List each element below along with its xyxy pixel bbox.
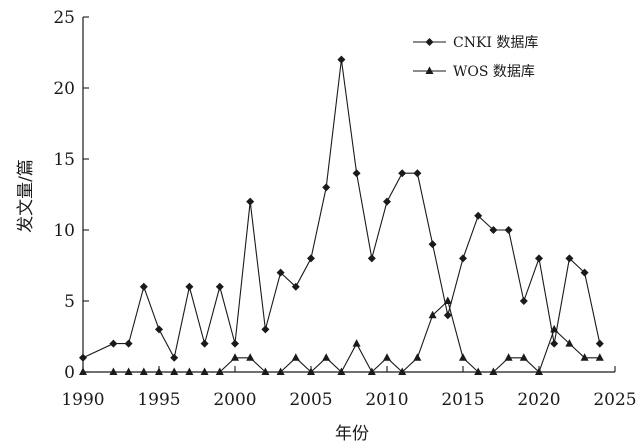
data-point-triangle bbox=[139, 367, 148, 375]
data-point-triangle bbox=[124, 367, 133, 375]
data-point-triangle bbox=[231, 353, 239, 361]
x-tick-label: 2015 bbox=[441, 390, 484, 410]
x-tick-label: 2005 bbox=[289, 390, 332, 410]
data-point-triangle bbox=[489, 367, 498, 375]
data-point-diamond bbox=[155, 325, 163, 334]
data-point-triangle bbox=[504, 353, 513, 361]
data-point-triangle bbox=[398, 367, 407, 375]
x-tick-label: 1995 bbox=[137, 390, 180, 410]
data-point-diamond bbox=[398, 169, 407, 178]
data-point-triangle bbox=[580, 353, 589, 361]
data-point-diamond bbox=[200, 339, 209, 348]
data-point-diamond bbox=[185, 282, 194, 291]
x-tick-label: 2025 bbox=[593, 390, 636, 410]
data-point-triangle bbox=[459, 353, 467, 361]
y-tick-label: 5 bbox=[64, 292, 75, 312]
data-point-diamond bbox=[246, 197, 255, 206]
x-tick-label: 2020 bbox=[517, 390, 560, 410]
data-point-triangle bbox=[565, 339, 574, 347]
data-point-triangle bbox=[595, 353, 604, 361]
data-point-triangle bbox=[307, 367, 315, 375]
data-point-triangle bbox=[413, 353, 422, 361]
legend-item-cnki: CNKI 数据库 bbox=[413, 35, 538, 51]
data-point-triangle bbox=[519, 353, 528, 361]
data-point-diamond bbox=[261, 325, 270, 334]
y-tick-label: 0 bbox=[64, 363, 75, 383]
legend-item-wos: WOS 数据库 bbox=[413, 64, 535, 80]
legend-label-wos: WOS 数据库 bbox=[453, 64, 535, 80]
data-point-diamond bbox=[489, 226, 498, 234]
data-point-triangle bbox=[367, 367, 376, 375]
data-point-diamond bbox=[565, 254, 574, 263]
data-point-triangle bbox=[215, 367, 224, 375]
data-point-diamond bbox=[215, 282, 224, 291]
series-line-wos bbox=[83, 299, 600, 373]
y-tick-label: 20 bbox=[53, 79, 75, 99]
data-point-diamond bbox=[474, 211, 483, 220]
data-point-triangle bbox=[155, 367, 163, 375]
data-point-triangle bbox=[291, 353, 300, 361]
data-point-diamond bbox=[337, 55, 346, 64]
data-point-triangle bbox=[474, 367, 483, 375]
y-tick-label: 15 bbox=[53, 150, 75, 170]
data-point-diamond bbox=[352, 169, 361, 178]
data-point-triangle bbox=[443, 296, 452, 304]
legend-label-cnki: CNKI 数据库 bbox=[453, 35, 538, 51]
data-point-diamond bbox=[428, 240, 437, 249]
series-cnki bbox=[79, 55, 604, 362]
data-point-diamond bbox=[307, 254, 315, 263]
data-point-diamond bbox=[595, 339, 604, 348]
data-point-diamond bbox=[124, 339, 133, 348]
data-point-diamond bbox=[139, 282, 148, 291]
data-point-triangle bbox=[276, 367, 285, 375]
data-point-triangle bbox=[170, 367, 179, 375]
data-point-triangle bbox=[337, 367, 346, 375]
series-wos bbox=[79, 296, 604, 375]
data-point-triangle bbox=[200, 367, 209, 375]
y-axis-title: 发文量/篇 bbox=[16, 159, 36, 233]
data-point-diamond bbox=[276, 268, 285, 277]
data-point-diamond bbox=[322, 183, 331, 192]
y-tick-label: 10 bbox=[53, 221, 75, 241]
legend: CNKI 数据库 WOS 数据库 bbox=[413, 35, 538, 80]
data-point-triangle bbox=[550, 324, 559, 333]
data-point-triangle bbox=[185, 367, 194, 375]
data-point-diamond bbox=[550, 339, 559, 348]
data-point-diamond bbox=[504, 226, 513, 234]
data-point-triangle bbox=[428, 310, 437, 319]
data-point-diamond bbox=[109, 339, 118, 348]
legend-triangle-marker bbox=[425, 66, 434, 74]
data-point-diamond bbox=[291, 282, 300, 291]
data-point-triangle bbox=[383, 353, 391, 361]
data-point-diamond bbox=[580, 268, 589, 277]
data-point-triangle bbox=[535, 367, 543, 375]
legend-diamond-marker bbox=[425, 38, 434, 46]
data-point-diamond bbox=[383, 197, 391, 206]
data-point-diamond bbox=[519, 297, 528, 305]
x-axis-title: 年份 bbox=[335, 424, 369, 444]
series-layer bbox=[79, 55, 604, 375]
data-point-diamond bbox=[367, 254, 376, 263]
data-point-diamond bbox=[231, 339, 239, 348]
x-tick-label: 2000 bbox=[213, 390, 256, 410]
y-tick-label: 25 bbox=[53, 8, 75, 28]
data-point-diamond bbox=[459, 254, 467, 263]
data-point-diamond bbox=[535, 254, 543, 263]
data-point-triangle bbox=[246, 353, 255, 361]
data-point-triangle bbox=[109, 367, 118, 375]
data-point-triangle bbox=[352, 339, 361, 347]
data-point-diamond bbox=[443, 311, 452, 320]
x-tick-label: 1990 bbox=[61, 390, 104, 410]
data-point-diamond bbox=[79, 353, 87, 362]
data-point-diamond bbox=[413, 169, 422, 178]
data-point-triangle bbox=[79, 367, 87, 375]
data-point-diamond bbox=[170, 353, 179, 362]
data-point-triangle bbox=[322, 353, 331, 361]
series-line-cnki bbox=[82, 59, 601, 360]
axes bbox=[82, 17, 615, 373]
data-point-triangle bbox=[261, 367, 270, 375]
x-tick-label: 2010 bbox=[365, 390, 408, 410]
